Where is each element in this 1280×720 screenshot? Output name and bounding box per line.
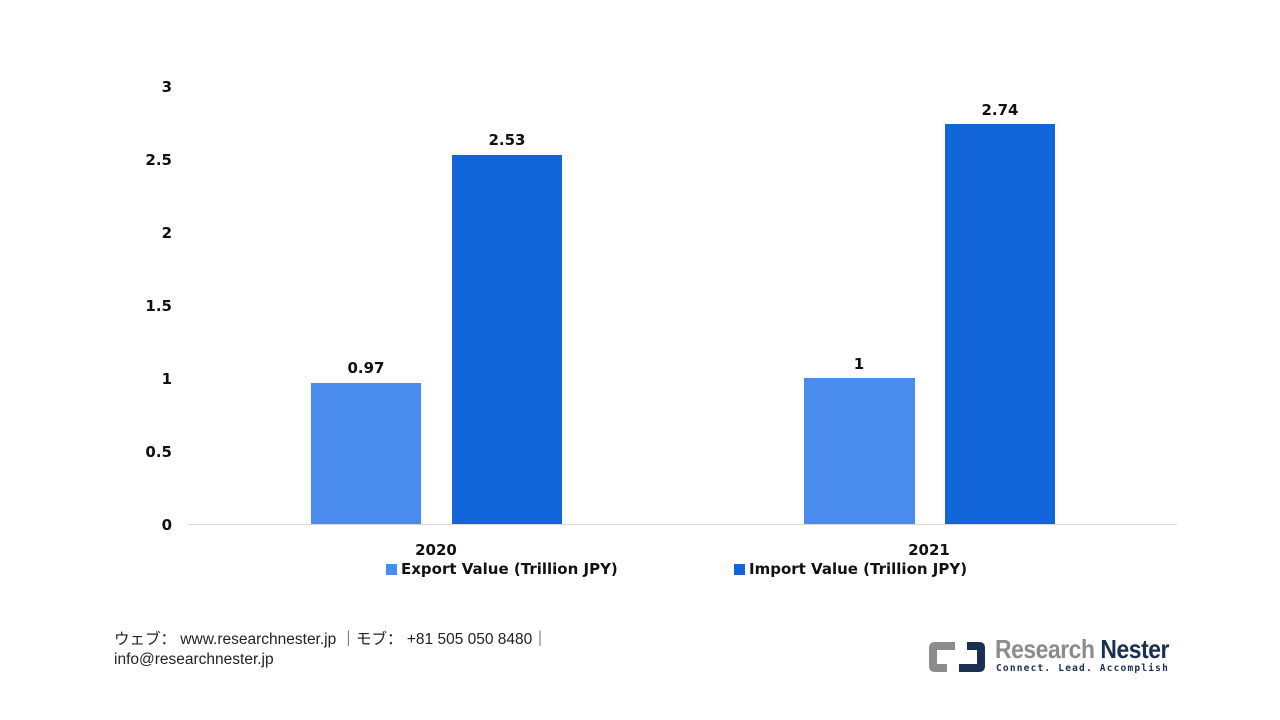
contact-line-web-phone: ウェブ： www.researchnester.jp ｜モブ： +81 505 …: [114, 631, 548, 648]
bar-import-2021: [945, 124, 1055, 524]
logo-mark-icon: [929, 642, 985, 672]
logo-tagline: Connect. Lead. Accomplish: [996, 663, 1169, 674]
x-tick-2020: 2020: [415, 541, 457, 559]
bar-label-export-2020: 0.97: [347, 359, 385, 377]
bar-chart: 3 2.5 2 1.5 1 0.5 0 0.97 2.53 1 2.74 202…: [145, 78, 1177, 578]
y-tick-0-5: 0.5: [145, 443, 172, 461]
y-tick-1: 1: [161, 370, 172, 388]
bar-label-import-2020: 2.53: [488, 131, 526, 149]
y-tick-2-5: 2.5: [145, 151, 172, 169]
y-tick-2: 2: [161, 224, 172, 242]
legend-item-import: Import Value (Trillion JPY): [734, 560, 967, 578]
bar-label-import-2021: 2.74: [981, 101, 1019, 119]
bar-export-2021: [804, 378, 915, 524]
legend-swatch-import: [734, 563, 745, 575]
legend-item-export: Export Value (Trillion JPY): [386, 560, 618, 578]
legend-label-import: Import Value (Trillion JPY): [749, 560, 968, 578]
bar-export-2020: [311, 383, 421, 524]
y-tick-3: 3: [161, 78, 172, 96]
contact-line-email: info@researchnester.jp: [114, 651, 274, 668]
x-tick-2021: 2021: [908, 541, 950, 559]
bar-label-export-2021: 1: [853, 355, 865, 373]
x-axis-line: [188, 524, 1177, 525]
bar-import-2020: [452, 155, 562, 524]
contact-info: ウェブ： www.researchnester.jp ｜モブ： +81 505 …: [114, 630, 548, 670]
legend-swatch-export: [386, 563, 397, 575]
legend-label-export: Export Value (Trillion JPY): [401, 560, 618, 578]
logo-wordmark: Research Nester: [995, 634, 1170, 664]
y-tick-0: 0: [161, 516, 172, 534]
research-nester-logo: Research Nester Connect. Lead. Accomplis…: [925, 634, 1175, 678]
y-tick-1-5: 1.5: [145, 297, 172, 315]
